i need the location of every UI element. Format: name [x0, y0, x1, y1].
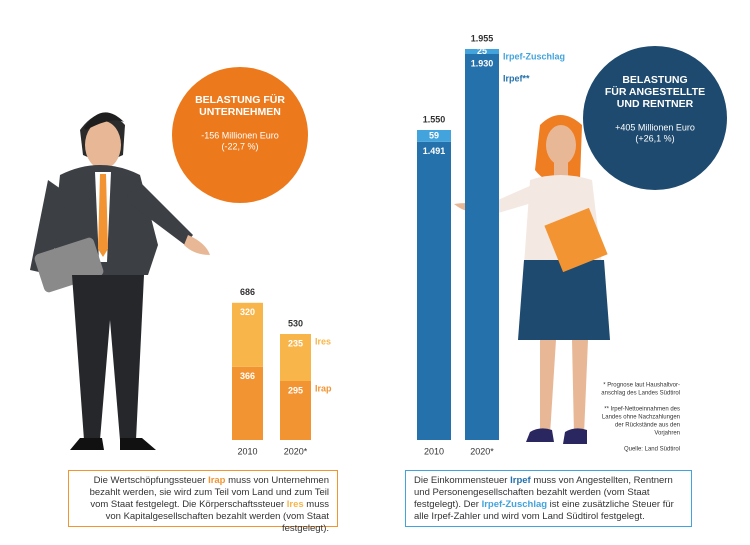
circle-title: UND RENTNER — [617, 98, 694, 110]
footnote: ** Irpef-Nettoeinnahmen des — [604, 407, 680, 413]
x-tick-label: 2020* — [470, 446, 494, 456]
value-label: 320 — [240, 307, 255, 317]
caption-text: Die Wertschöpfungssteuer — [93, 475, 209, 486]
x-tick-label: 2020* — [284, 446, 308, 456]
circle-title: UNTERNEHMEN — [199, 106, 281, 118]
value-label: 1.491 — [423, 146, 446, 156]
circle-right — [583, 46, 727, 190]
man-illustration — [30, 112, 210, 450]
woman-illustration — [454, 115, 610, 444]
caption-right: Die Einkommensteuer Irpef muss von Anges… — [405, 470, 692, 527]
legend-label: Irpef-Zuschlag — [503, 51, 565, 61]
caption-highlight: Irpef — [510, 475, 531, 486]
total-label: 530 — [288, 318, 303, 328]
caption-text: ist eine zusätzliche Steuer für alle Irp… — [414, 499, 674, 522]
circle-text: (-22,7 %) — [221, 141, 258, 151]
value-label: 366 — [240, 371, 255, 381]
value-label: 235 — [288, 338, 303, 348]
caption-text: muss von Unternehmen bezahlt werden, sie… — [89, 475, 329, 510]
value-label: 25 — [477, 46, 487, 56]
value-label: 295 — [288, 385, 303, 395]
bar-segment — [280, 381, 311, 440]
legend-label: Irpef** — [503, 73, 530, 83]
caption-text: Die Einkommensteuer — [414, 475, 511, 486]
caption-left: Die Wertschöpfungssteuer Irap muss von U… — [68, 470, 338, 534]
bar-segment — [417, 130, 451, 142]
value-label: 1.930 — [471, 58, 494, 68]
bar-segment — [280, 334, 311, 381]
total-label: 686 — [240, 287, 255, 297]
footnote: Quelle: Land Südtirol — [624, 447, 680, 453]
footnote: anschlag des Landes Südtirol — [601, 391, 680, 397]
circle-text: (+26,1 %) — [635, 133, 674, 143]
footnote: der Rückstände aus den — [615, 423, 680, 429]
circle-left — [172, 67, 308, 203]
caption-text: muss von Kapitalgesellschaften bezahlt w… — [105, 499, 329, 534]
circle-text: -156 Millionen Euro — [201, 130, 279, 140]
circle-title: BELASTUNG — [622, 74, 687, 86]
circle-title: BELASTUNG FÜR — [195, 93, 285, 106]
footnote: Vorjahren — [654, 431, 680, 437]
footnote: Landes ohne Nachzahlungen — [602, 415, 680, 421]
legend-label: Ires — [315, 336, 331, 346]
bar-segment — [232, 366, 263, 440]
bar-segment — [417, 141, 451, 441]
total-label: 1.955 — [471, 33, 494, 43]
value-label: 59 — [429, 130, 439, 140]
footnote: * Prognose laut Haushaltvor- — [603, 383, 680, 389]
total-label: 1.550 — [423, 114, 446, 124]
x-tick-label: 2010 — [237, 446, 257, 456]
x-tick-label: 2010 — [424, 446, 444, 456]
caption-highlight: Irap — [208, 475, 226, 486]
caption-highlight: Ires — [286, 499, 304, 510]
bar-segment — [465, 49, 499, 54]
caption-text: muss von Angestellten, Rentnern und Pers… — [414, 475, 673, 510]
caption-highlight: Irpef-Zuschlag — [481, 499, 548, 510]
bar-segment — [232, 302, 263, 367]
legend-label: Irap — [315, 383, 332, 393]
circle-text: +405 Millionen Euro — [615, 122, 695, 132]
bar-segment — [465, 54, 499, 440]
circle-title: FÜR ANGESTELLTE — [605, 85, 705, 98]
